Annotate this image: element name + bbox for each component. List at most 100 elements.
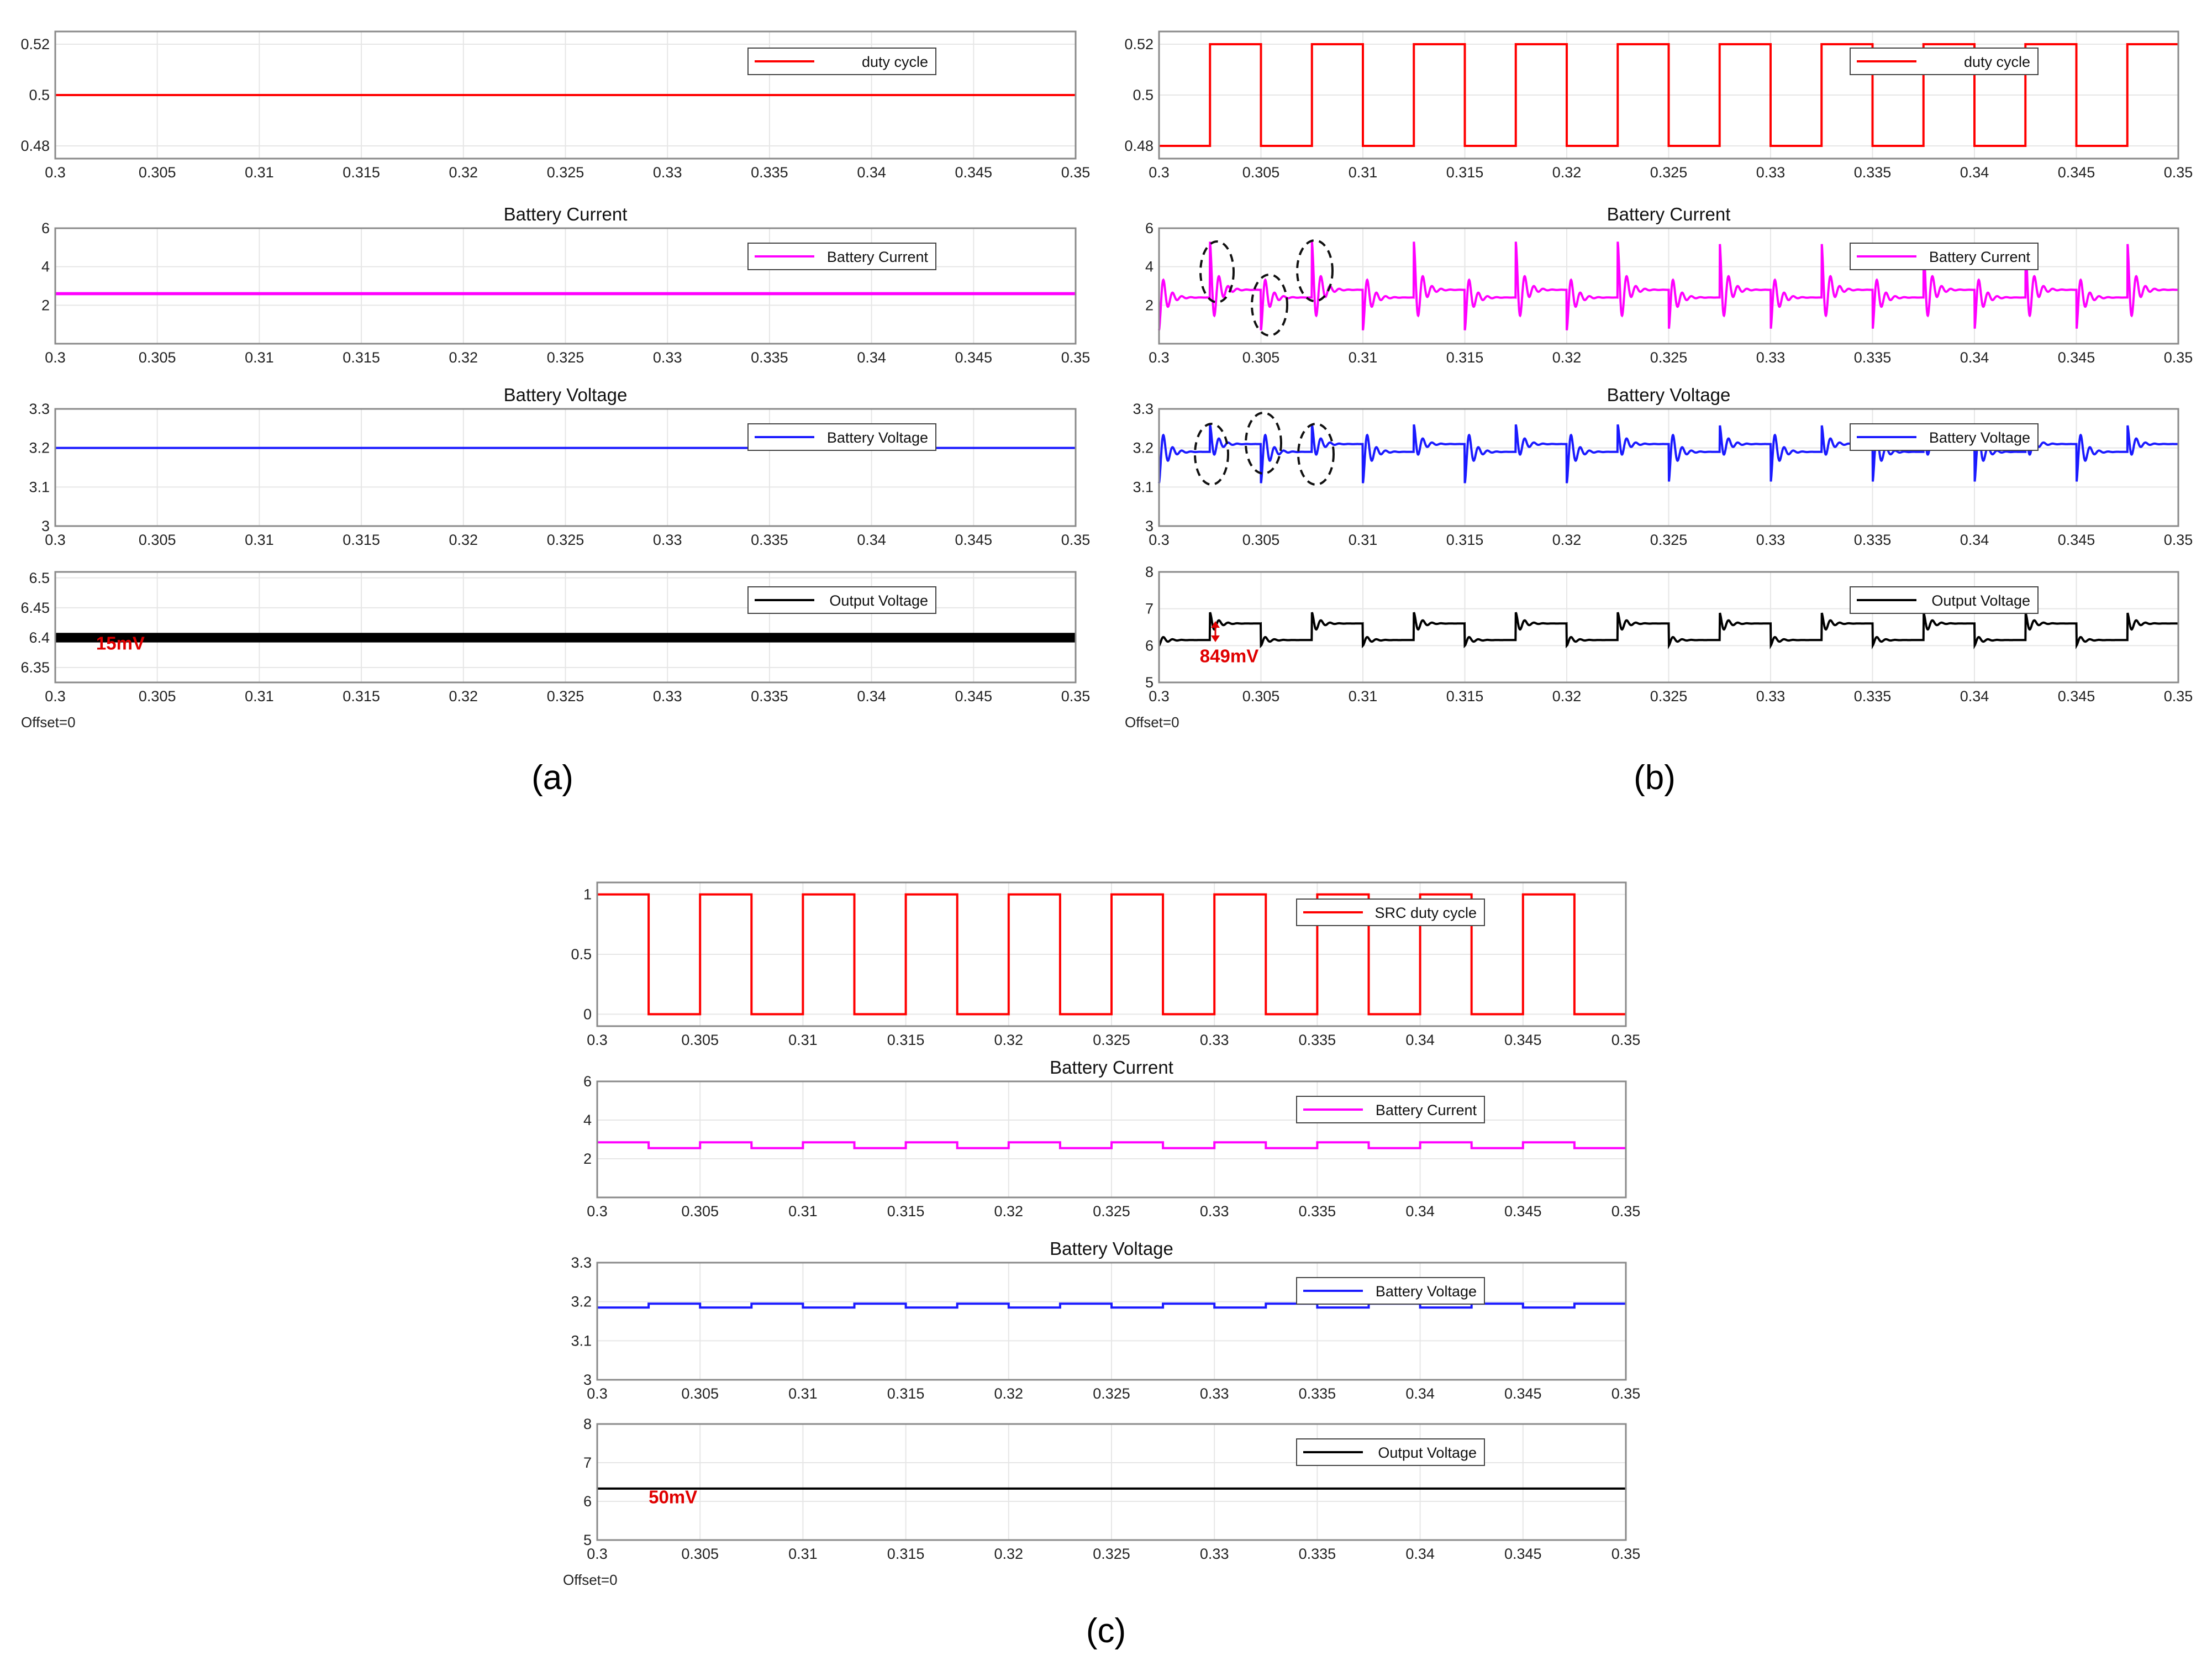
y-tick-label: 6 xyxy=(1145,220,1154,237)
chart-b-3: 0.3 0.305 0.31 0.315 0.32 0.325 0.33 0.335 0.34 0… xyxy=(1125,564,2193,731)
dashed-ellipse-marker xyxy=(1251,274,1288,337)
axes-frame xyxy=(54,571,1077,684)
x-tick-label: 0.305 xyxy=(1242,688,1280,705)
y-tick-label: 0.48 xyxy=(20,138,50,154)
x-tick-label: 0.305 xyxy=(139,164,176,181)
legend-label: Output Voltage xyxy=(1378,1444,1477,1461)
x-tick-label: 0.315 xyxy=(887,1546,925,1562)
x-tick-label: 0.3 xyxy=(1149,164,1170,181)
legend-label: Output Voltage xyxy=(829,592,928,609)
y-tick-label: 3 xyxy=(41,518,50,534)
x-tick-label: 0.315 xyxy=(887,1203,925,1220)
y-tick-label: 3.2 xyxy=(29,440,50,456)
x-tick-label: 0.34 xyxy=(1405,1203,1435,1220)
x-tick-label: 0.31 xyxy=(1349,164,1378,181)
legend-label: Battery Current xyxy=(1376,1102,1477,1118)
chart-a-3: 0.3 0.305 0.31 0.315 0.32 0.325 0.33 0.335 0.34 0… xyxy=(20,570,1090,731)
axes-frame xyxy=(1158,30,2179,160)
x-tick-label: 0.325 xyxy=(1093,1032,1130,1048)
x-tick-label: 0.345 xyxy=(1504,1385,1542,1402)
chart-title: Battery Current xyxy=(504,204,628,224)
y-tick-label: 3.1 xyxy=(571,1332,592,1349)
x-tick-label: 0.32 xyxy=(994,1203,1024,1220)
x-tick-label: 0.31 xyxy=(245,532,274,548)
y-tick-label: 2 xyxy=(1145,297,1154,313)
x-tick-label: 0.34 xyxy=(1405,1546,1435,1562)
y-tick-label: 6 xyxy=(583,1493,592,1510)
dashed-ellipse-marker xyxy=(1245,412,1282,475)
x-tick-label: 0.31 xyxy=(788,1385,818,1402)
x-tick-label: 0.34 xyxy=(1405,1032,1435,1048)
y-tick-label: 7 xyxy=(1145,601,1154,617)
x-tick-label: 0.315 xyxy=(343,349,380,366)
x-tick-label: 0.32 xyxy=(449,164,478,181)
x-tick-label: 0.35 xyxy=(1611,1203,1641,1220)
x-tick-label: 0.335 xyxy=(751,532,788,548)
ripple-arrow xyxy=(1211,621,1220,642)
x-tick-label: 0.34 xyxy=(1960,349,1989,366)
dashed-ellipse-marker xyxy=(1296,239,1334,302)
y-tick-label: 6 xyxy=(41,220,50,237)
chart-a-0: 0.3 0.305 0.31 0.315 0.32 0.325 0.33 0.335 0.34 0… xyxy=(20,30,1090,181)
y-tick-label: 2 xyxy=(41,297,50,313)
x-tick-label: 0.31 xyxy=(245,164,274,181)
y-tick-label: 4 xyxy=(583,1112,592,1128)
legend-label: Battery Voltage xyxy=(1929,429,2030,446)
x-tick-label: 0.34 xyxy=(1960,688,1989,705)
dashed-ellipse-marker xyxy=(1194,423,1229,486)
x-tick-label: 0.305 xyxy=(139,688,176,705)
chart-b-1: 0.3 0.305 0.31 0.315 0.32 0.325 0.33 0.335 0.34 0… xyxy=(1145,204,2193,366)
chart-c-1: 0.3 0.305 0.31 0.315 0.32 0.325 0.33 0.335 0.34 0… xyxy=(583,1057,1640,1220)
x-tick-label: 0.335 xyxy=(1854,532,1892,548)
y-tick-label: 0.5 xyxy=(29,87,50,103)
legend-box xyxy=(1296,1277,1485,1305)
x-tick-label: 0.345 xyxy=(955,688,993,705)
x-tick-label: 0.3 xyxy=(45,688,66,705)
x-tick-label: 0.32 xyxy=(449,349,478,366)
x-tick-label: 0.315 xyxy=(887,1385,925,1402)
x-tick-label: 0.335 xyxy=(751,688,788,705)
axes-frame xyxy=(54,408,1077,527)
x-tick-label: 0.34 xyxy=(857,532,886,548)
series-line xyxy=(597,1141,1626,1149)
legend-label: Battery Voltage xyxy=(1376,1283,1477,1300)
x-tick-label: 0.3 xyxy=(587,1203,608,1220)
x-tick-label: 0.34 xyxy=(857,349,886,366)
x-tick-label: 0.32 xyxy=(994,1032,1024,1048)
x-tick-label: 0.31 xyxy=(1349,349,1378,366)
axes-frame xyxy=(54,30,1077,160)
y-tick-label: 3 xyxy=(583,1372,592,1388)
x-tick-label: 0.305 xyxy=(681,1546,719,1562)
y-tick-label: 6 xyxy=(1145,637,1154,654)
y-tick-label: 0.48 xyxy=(1124,138,1154,154)
x-tick-label: 0.345 xyxy=(955,532,993,548)
axes-frame xyxy=(54,227,1077,345)
offset-label: Offset=0 xyxy=(1125,714,1179,731)
x-tick-label: 0.34 xyxy=(857,688,886,705)
chart-a-1: 0.3 0.305 0.31 0.315 0.32 0.325 0.33 0.335 0.34 0… xyxy=(41,204,1090,366)
legend-label: SRC duty cycle xyxy=(1374,905,1477,921)
caption-c: (c) xyxy=(1086,1612,1126,1650)
x-tick-label: 0.325 xyxy=(1650,532,1688,548)
x-tick-label: 0.305 xyxy=(139,349,176,366)
x-tick-label: 0.305 xyxy=(681,1203,719,1220)
x-tick-label: 0.32 xyxy=(994,1385,1024,1402)
x-tick-label: 0.33 xyxy=(1756,688,1786,705)
y-tick-label: 3.1 xyxy=(1133,479,1154,495)
x-tick-label: 0.31 xyxy=(788,1203,818,1220)
y-tick-label: 1 xyxy=(583,886,592,903)
chart-b-0: 0.3 0.305 0.31 0.315 0.32 0.325 0.33 0.335 0.34 0… xyxy=(1124,30,2193,181)
y-tick-label: 3 xyxy=(1145,518,1154,534)
x-tick-label: 0.35 xyxy=(1611,1032,1641,1048)
x-tick-label: 0.325 xyxy=(1650,688,1688,705)
x-tick-label: 0.3 xyxy=(1149,532,1170,548)
x-tick-label: 0.3 xyxy=(587,1032,608,1048)
x-tick-label: 0.325 xyxy=(547,164,584,181)
y-tick-label: 0.5 xyxy=(571,946,592,963)
x-tick-label: 0.315 xyxy=(343,164,380,181)
x-tick-label: 0.325 xyxy=(547,349,584,366)
chart-c-3: 0.3 0.305 0.31 0.315 0.32 0.325 0.33 0.335 0.34 0… xyxy=(563,1416,1640,1588)
x-tick-label: 0.31 xyxy=(245,349,274,366)
x-tick-label: 0.3 xyxy=(45,532,66,548)
x-tick-label: 0.325 xyxy=(547,688,584,705)
